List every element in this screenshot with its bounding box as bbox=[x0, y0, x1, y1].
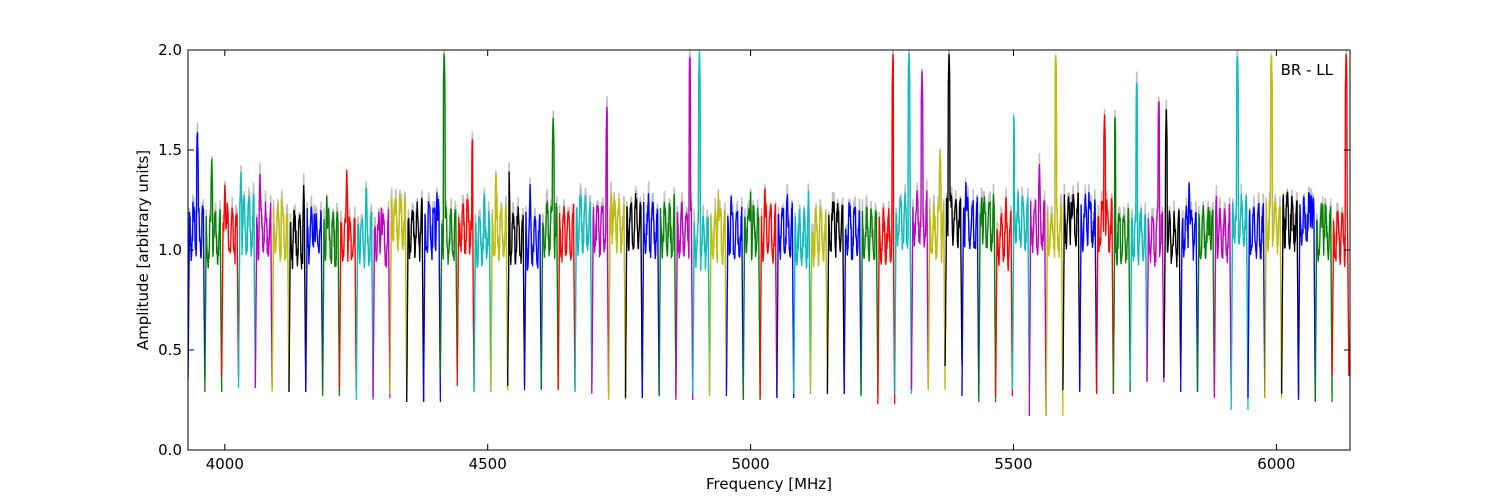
channel-line-44 bbox=[927, 150, 946, 391]
channel-line-22 bbox=[557, 204, 576, 391]
channel-line-20 bbox=[523, 184, 542, 391]
channel-line-13 bbox=[406, 197, 425, 403]
channel-line-31 bbox=[708, 191, 728, 397]
channel-line-28 bbox=[658, 193, 677, 397]
channel-line-39 bbox=[843, 202, 862, 395]
channel-line-29 bbox=[675, 56, 694, 401]
channel-line-47 bbox=[978, 193, 997, 403]
channel-line-38 bbox=[826, 201, 845, 395]
channel-line-40 bbox=[860, 206, 879, 397]
channel-line-54 bbox=[1095, 114, 1115, 395]
channel-line-16 bbox=[456, 139, 475, 387]
channel-line-43 bbox=[910, 71, 929, 391]
channel-line-4 bbox=[254, 173, 273, 389]
channel-line-64 bbox=[1264, 55, 1283, 399]
channel-line-8 bbox=[321, 195, 341, 397]
channel-line-27 bbox=[641, 193, 660, 397]
channel-line-63 bbox=[1247, 202, 1266, 399]
x-tick-label: 5000 bbox=[732, 455, 770, 473]
channel-series bbox=[188, 52, 1350, 417]
y-axis-label: Amplitude [arbitrary units] bbox=[134, 150, 152, 350]
x-tick-label: 6000 bbox=[1257, 455, 1295, 473]
channel-line-45 bbox=[944, 53, 963, 367]
channel-line-68 bbox=[1331, 54, 1350, 377]
channel-line-56 bbox=[1129, 82, 1148, 383]
channel-line-12 bbox=[389, 194, 408, 395]
channel-line-59 bbox=[1180, 182, 1199, 393]
channel-line-26 bbox=[624, 192, 643, 399]
channel-line-41 bbox=[877, 54, 896, 405]
channel-line-53 bbox=[1079, 192, 1098, 393]
channel-line-30 bbox=[692, 52, 711, 395]
channel-line-14 bbox=[422, 192, 442, 403]
channel-line-19 bbox=[507, 171, 526, 387]
channel-line-48 bbox=[994, 197, 1014, 397]
channel-line-32 bbox=[725, 195, 744, 397]
channel-line-37 bbox=[809, 206, 829, 393]
plot-annotation: BR - LL bbox=[1281, 61, 1334, 79]
channel-line-3 bbox=[237, 172, 256, 389]
channel-line-21 bbox=[540, 117, 559, 391]
channel-line-66 bbox=[1297, 192, 1316, 401]
channel-line-10 bbox=[355, 187, 374, 401]
channel-line-5 bbox=[271, 197, 290, 393]
channel-line-42 bbox=[894, 53, 913, 395]
y-tick-label: 1.5 bbox=[158, 141, 182, 159]
channel-line-17 bbox=[473, 193, 492, 393]
x-tick-label: 4500 bbox=[469, 455, 507, 473]
channel-line-57 bbox=[1146, 101, 1165, 383]
channel-line-46 bbox=[961, 182, 980, 397]
y-tick-label: 1.0 bbox=[158, 241, 182, 259]
y-tick-label: 2.0 bbox=[158, 41, 182, 59]
channel-line-51 bbox=[1045, 56, 1064, 417]
channel-line-18 bbox=[490, 173, 509, 391]
y-tick-label: 0.0 bbox=[158, 441, 182, 459]
channel-line-0 bbox=[188, 132, 206, 381]
channel-line-61 bbox=[1213, 195, 1232, 399]
x-tick-label: 4000 bbox=[206, 455, 244, 473]
channel-line-55 bbox=[1112, 117, 1131, 393]
channel-line-34 bbox=[759, 188, 778, 399]
x-axis-label: Frequency [MHz] bbox=[706, 475, 832, 493]
channel-line-65 bbox=[1280, 191, 1300, 395]
channel-line-36 bbox=[793, 190, 812, 395]
channel-line-24 bbox=[591, 106, 610, 395]
y-tick-label: 0.5 bbox=[158, 341, 182, 359]
channel-line-62 bbox=[1230, 56, 1249, 411]
channel-line-67 bbox=[1314, 203, 1333, 403]
channel-line-58 bbox=[1163, 109, 1182, 379]
channel-line-49 bbox=[1011, 116, 1030, 391]
channel-line-2 bbox=[221, 184, 240, 377]
channel-line-23 bbox=[574, 193, 593, 393]
x-axis: 4000 4500 5000 5500 6000 bbox=[206, 50, 1295, 473]
channel-line-25 bbox=[607, 193, 627, 401]
y-axis: 0.0 0.5 1.0 1.5 2.0 bbox=[158, 41, 1350, 459]
channel-line-9 bbox=[338, 170, 357, 391]
channel-line-6 bbox=[288, 185, 307, 393]
channel-line-7 bbox=[305, 206, 324, 391]
channel-line-60 bbox=[1196, 205, 1215, 393]
channel-line-50 bbox=[1028, 163, 1047, 417]
channel-line-15 bbox=[439, 53, 458, 375]
channel-line-35 bbox=[776, 194, 795, 399]
channel-line-1 bbox=[204, 158, 223, 393]
channel-line-33 bbox=[742, 191, 761, 401]
x-tick-label: 5500 bbox=[994, 455, 1032, 473]
channel-line-52 bbox=[1062, 192, 1081, 391]
channel-line-11 bbox=[372, 207, 391, 399]
